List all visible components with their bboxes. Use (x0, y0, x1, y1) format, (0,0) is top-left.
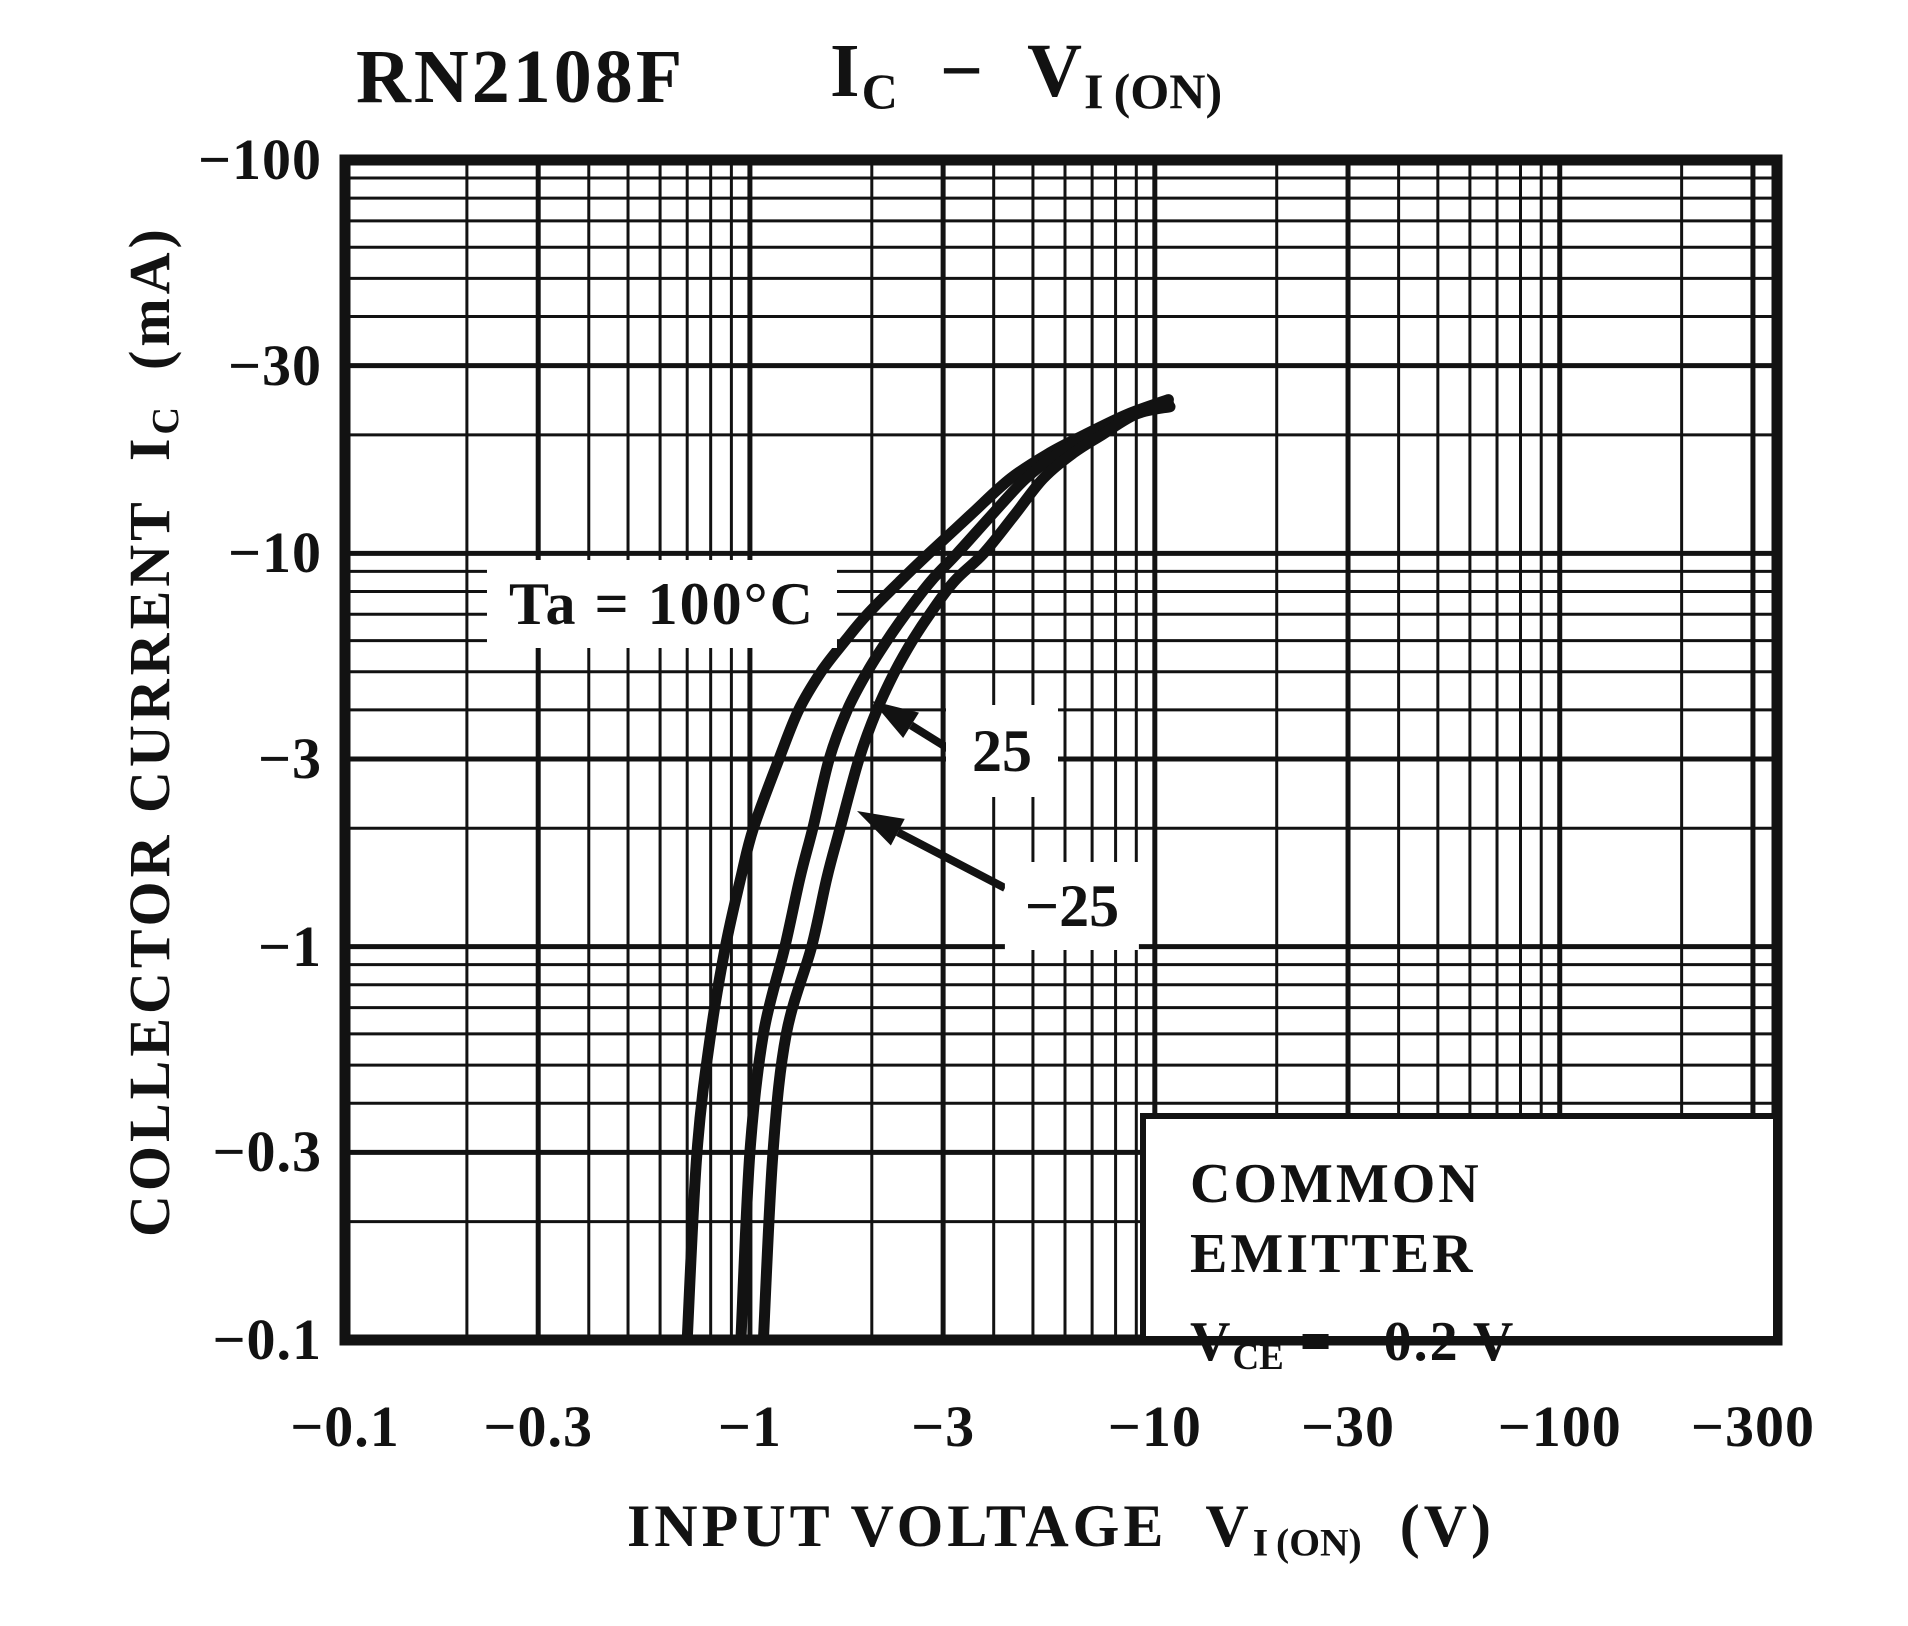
label-text: INPUT VOLTAGE V (626, 1493, 1253, 1559)
page-title-graph-name: IC − VI (ON) (830, 28, 1222, 120)
curve-label-ta-100c: Ta = 100°C (486, 560, 838, 648)
y-tick-label: −1 (257, 913, 322, 979)
x-tick-label: −300 (1690, 1394, 1815, 1459)
label-text: − (897, 29, 1028, 113)
curve-25c (735, 397, 1174, 1346)
x-tick-label: −3 (911, 1394, 976, 1459)
arrow-minus-25c-shaft (895, 828, 1007, 892)
label-text: = −0.2 V (1283, 1311, 1516, 1373)
x-tick-label: −30 (1300, 1394, 1396, 1459)
y-tick-label: −100 (197, 127, 322, 192)
plot-border (339, 154, 1783, 1346)
label-text: V (1027, 29, 1085, 113)
y-tick-label: −0.3 (212, 1119, 322, 1185)
subscript-text: CE (1232, 1335, 1284, 1377)
curve-label-25c: 25 (946, 705, 1058, 797)
subscript-text: I (ON) (1252, 1520, 1362, 1565)
x-axis-title: INPUT VOLTAGE VI (ON) (V) (345, 1492, 1777, 1566)
x-tick-label: −0.1 (290, 1394, 400, 1459)
y-tick-label: −30 (227, 332, 322, 398)
label-text: I (830, 29, 862, 113)
x-tick-label: −10 (1107, 1394, 1202, 1459)
test-conditions-box: COMMON EMITTER VCE = −0.2 V (1140, 1113, 1779, 1377)
label-text: (V) (1361, 1493, 1496, 1559)
arrow-minus-25c (857, 811, 1007, 892)
subscript-text: C (145, 406, 188, 435)
subscript-text: I (ON) (1084, 63, 1223, 120)
label-text: V (1190, 1311, 1233, 1373)
arrow-minus-25c-head (857, 811, 905, 846)
x-tick-label: −100 (1497, 1394, 1622, 1459)
arrow-25c-head (872, 701, 919, 739)
curve-label-minus-25c: −25 (1004, 862, 1140, 950)
x-tick-label: −1 (717, 1394, 782, 1459)
condition-common-emitter: COMMON EMITTER (1190, 1153, 1482, 1285)
x-tick-label: −0.3 (483, 1394, 593, 1459)
curve-minus-25c (757, 401, 1176, 1346)
subscript-text: C (861, 63, 898, 120)
curve-ta-100c (681, 394, 1174, 1346)
y-tick-label: −10 (227, 520, 322, 586)
condition-vce: VCE = −0.2 V (1190, 1303, 1773, 1396)
y-tick-label: −3 (257, 725, 322, 791)
y-tick-label: −0.1 (212, 1307, 322, 1372)
page-title-part-number: RN2108F (356, 35, 686, 119)
